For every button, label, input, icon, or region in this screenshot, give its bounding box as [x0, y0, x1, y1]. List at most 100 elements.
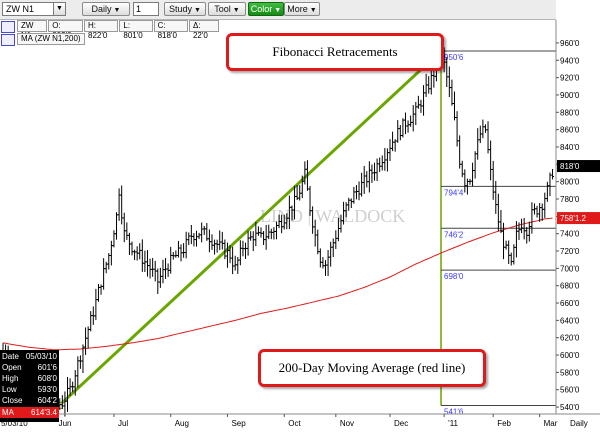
ma-price-tag-background	[557, 212, 600, 225]
price-bar	[316, 229, 320, 255]
price-tick-label: 920'0	[560, 74, 580, 83]
price-bar	[432, 70, 436, 88]
price-bar	[491, 160, 495, 200]
price-bar	[504, 240, 508, 250]
price-tick-label: 720'0	[560, 247, 580, 256]
price-bar	[164, 258, 168, 279]
price-bar	[99, 284, 103, 295]
price-bar	[267, 224, 271, 240]
price-bar	[525, 226, 529, 244]
price-bar	[352, 186, 356, 204]
time-tick-label: '11	[448, 419, 458, 428]
price-bar	[545, 181, 549, 202]
price-bar	[532, 203, 536, 215]
price-tags: 818'0 758'1.2	[557, 160, 600, 225]
period-button[interactable]: Daily ▼	[82, 2, 130, 16]
price-bar	[125, 222, 129, 240]
price-tick-label: 840'0	[560, 143, 580, 152]
price-bar	[249, 231, 253, 241]
line-chart-icon	[1, 34, 15, 46]
data-date-label: Date	[2, 352, 19, 361]
price-tick-label: 940'0	[560, 56, 580, 65]
data-open: 601'6	[37, 363, 57, 372]
price-tick-label: 880'0	[560, 108, 580, 117]
price-bar	[406, 120, 410, 133]
price-bar	[127, 232, 131, 255]
price-bar	[318, 248, 322, 268]
price-bar	[365, 171, 369, 188]
price-bar	[78, 355, 82, 369]
price-bar	[107, 253, 111, 270]
period-count-input[interactable]: 1	[133, 2, 159, 16]
price-bar	[179, 244, 183, 262]
ma-price-tag: 758'1.2	[560, 214, 587, 223]
data-window: Date 05/03/10 Open 601'6 High 608'0 Low 593'…	[0, 350, 59, 422]
price-bar	[303, 161, 307, 185]
data-open-label: Open	[2, 363, 22, 372]
price-tick-label: 900'0	[560, 91, 580, 100]
time-tick-label: Sep	[231, 419, 246, 428]
price-bar	[205, 223, 209, 241]
price-bar	[91, 306, 95, 325]
price-tick-label: 540'0	[560, 403, 580, 412]
price-bar	[174, 250, 178, 258]
price-bar	[453, 91, 456, 121]
price-bar	[422, 85, 426, 116]
price-bar	[416, 95, 420, 109]
price-bar	[112, 230, 116, 248]
chevron-down-icon[interactable]: ▼	[53, 3, 65, 15]
price-bar	[520, 218, 524, 234]
price-bar	[360, 172, 364, 197]
price-bar	[207, 229, 211, 253]
legend-close: C: 818'0	[153, 20, 188, 40]
price-bar	[272, 227, 276, 240]
price-tick-label: 560'0	[560, 386, 580, 395]
price-bar	[86, 326, 90, 349]
price-bar	[184, 231, 188, 259]
fibonacci-callout: Fibonacci Retracements	[226, 33, 444, 71]
price-bar	[109, 240, 113, 266]
last-price-tag: 818'0	[560, 162, 580, 171]
price-bar	[89, 311, 93, 332]
price-bar	[403, 112, 407, 135]
price-tick-label: 600'0	[560, 351, 580, 360]
legend-symbol: ZW N1	[17, 20, 48, 40]
price-bar	[362, 165, 366, 194]
price-bar	[411, 105, 415, 132]
price-bar	[215, 239, 219, 253]
color-button[interactable]: Color ▼	[248, 2, 284, 16]
price-bar	[231, 246, 235, 275]
price-tick-label: 620'0	[560, 334, 580, 343]
symbol-select-value: ZW N1	[6, 4, 34, 14]
price-bar	[458, 135, 462, 169]
price-bar	[140, 239, 144, 272]
price-tick-label: 580'0	[560, 368, 580, 377]
price-bar	[393, 139, 397, 152]
time-tick-label: Oct	[288, 419, 301, 428]
price-bar	[483, 124, 487, 133]
symbol-select[interactable]: ZW N1 ▼	[2, 2, 66, 16]
study-button-label: Study	[169, 4, 193, 14]
price-bar	[473, 151, 477, 179]
price-bar	[200, 222, 204, 243]
moving-average-callout: 200-Day Moving Average (red line)	[258, 349, 486, 387]
price-bar	[117, 188, 121, 221]
fibonacci-level-label: 950'6	[444, 53, 464, 62]
price-bar	[161, 259, 165, 284]
price-bar	[236, 256, 240, 274]
price-bar	[244, 242, 248, 259]
price-bar	[447, 66, 451, 98]
study-button[interactable]: Study ▼	[164, 2, 206, 16]
price-bar	[538, 203, 542, 222]
chart-watermark: LIND | WALDOCK	[260, 206, 405, 226]
price-bar	[388, 139, 392, 161]
legend-change: Δ: 22'0	[188, 20, 219, 40]
price-bar	[494, 180, 498, 214]
data-ma-label: MA	[2, 408, 14, 417]
price-bar	[419, 99, 423, 113]
tool-button[interactable]: Tool ▼	[208, 2, 246, 16]
more-button[interactable]: More ▼	[284, 2, 320, 16]
last-price-tag-background	[557, 160, 600, 173]
price-bar	[429, 70, 433, 95]
